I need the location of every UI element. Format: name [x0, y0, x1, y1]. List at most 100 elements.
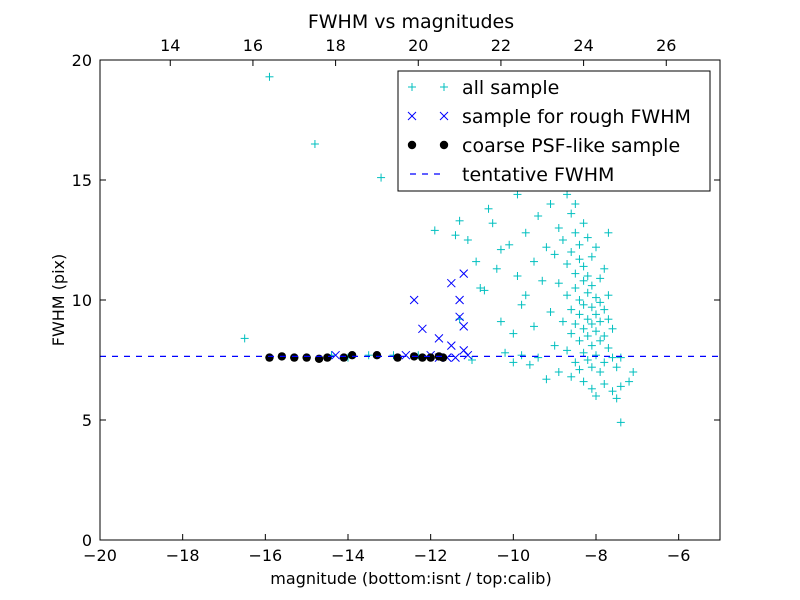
y-tick-label: 10	[72, 291, 92, 310]
data-point	[587, 303, 596, 312]
data-point	[509, 329, 518, 338]
data-point	[625, 377, 634, 386]
data-point	[558, 236, 567, 244]
x-tick-label: −14	[331, 546, 365, 565]
legend-label: sample for rough FWHM	[462, 106, 691, 128]
axes: −20 −18 −16 −14 −12 −10 −8 −6 0 5 10 15 20 14 16 18 20 22…	[72, 36, 721, 565]
data-point	[339, 353, 349, 362]
data-point	[554, 368, 563, 376]
data-point	[546, 200, 555, 208]
data-point	[492, 264, 501, 273]
data-point	[575, 310, 584, 319]
data-point	[463, 350, 473, 360]
data-point	[455, 216, 464, 225]
legend-label: coarse PSF-like sample	[462, 135, 680, 157]
data-point	[459, 322, 469, 331]
data-point	[401, 350, 411, 360]
data-point	[616, 418, 625, 427]
data-point	[629, 368, 638, 376]
data-point	[579, 324, 588, 333]
y-tick-label: 0	[82, 531, 92, 550]
data-point	[583, 332, 592, 340]
data-point	[592, 243, 600, 252]
data-point	[530, 322, 538, 331]
data-point	[571, 358, 580, 367]
legend-swatch	[407, 111, 417, 121]
data-point	[323, 353, 332, 362]
x-tick-label: −20	[83, 546, 117, 565]
x-tick-label: −12	[414, 546, 448, 565]
data-point	[468, 356, 476, 364]
legend-swatch	[439, 140, 449, 150]
x-tick-label: −8	[584, 546, 608, 565]
data-point	[542, 375, 551, 384]
data-point	[592, 293, 600, 302]
x-axis-label: magnitude (bottom:isnt / top:calib)	[270, 569, 551, 588]
data-point	[616, 382, 625, 391]
data-point	[600, 264, 609, 273]
data-point	[488, 219, 497, 228]
data-point	[571, 200, 580, 208]
data-point	[579, 300, 588, 309]
data-point	[575, 255, 584, 264]
data-point	[377, 173, 386, 182]
y-tick-label: 5	[82, 411, 92, 430]
data-point	[455, 312, 464, 322]
data-point	[583, 315, 592, 324]
data-point	[496, 245, 505, 254]
data-point	[587, 252, 596, 261]
data-point	[600, 380, 609, 388]
data-point	[459, 269, 469, 278]
data-point	[575, 336, 584, 345]
data-point	[583, 272, 592, 280]
data-point	[600, 358, 609, 367]
data-point	[542, 243, 551, 252]
data-point	[434, 334, 444, 343]
legend-label: tentative FWHM	[462, 164, 614, 186]
data-point	[604, 228, 613, 237]
data-point	[616, 353, 625, 362]
data-point	[608, 324, 617, 333]
data-point	[563, 190, 572, 199]
data-point	[446, 341, 456, 350]
data-point	[501, 348, 510, 357]
data-point	[596, 274, 605, 283]
data-point	[455, 295, 464, 305]
data-point	[463, 236, 472, 244]
y-axis-label: FWHM (pix)	[49, 254, 68, 347]
legend-swatch	[407, 140, 417, 150]
top-x-tick-label: 26	[656, 36, 676, 55]
data-point	[446, 278, 456, 288]
data-point	[563, 346, 572, 355]
data-point	[426, 353, 435, 362]
data-point	[509, 358, 518, 367]
data-point	[608, 387, 617, 396]
data-point	[438, 353, 448, 362]
data-point	[583, 288, 592, 297]
data-point	[554, 224, 563, 232]
data-point	[451, 231, 460, 240]
legend-swatch	[408, 83, 416, 91]
top-x-tick-label: 14	[160, 36, 180, 55]
data-point	[364, 351, 373, 360]
data-point	[302, 353, 311, 362]
data-point	[579, 348, 588, 357]
data-point	[604, 315, 613, 324]
data-point	[430, 226, 439, 235]
data-point	[604, 291, 613, 300]
data-point	[240, 334, 249, 343]
legend-swatch	[439, 111, 449, 121]
data-point	[587, 384, 596, 393]
data-point	[418, 324, 427, 334]
data-point	[571, 284, 580, 292]
data-point	[530, 257, 538, 266]
data-point	[596, 317, 605, 326]
data-point	[608, 353, 617, 362]
data-point	[587, 341, 596, 350]
top-x-tick-label: 24	[573, 36, 593, 55]
data-point	[604, 344, 613, 352]
data-point	[265, 72, 274, 81]
data-point	[517, 351, 526, 360]
data-point	[513, 272, 522, 280]
data-point	[525, 360, 534, 369]
